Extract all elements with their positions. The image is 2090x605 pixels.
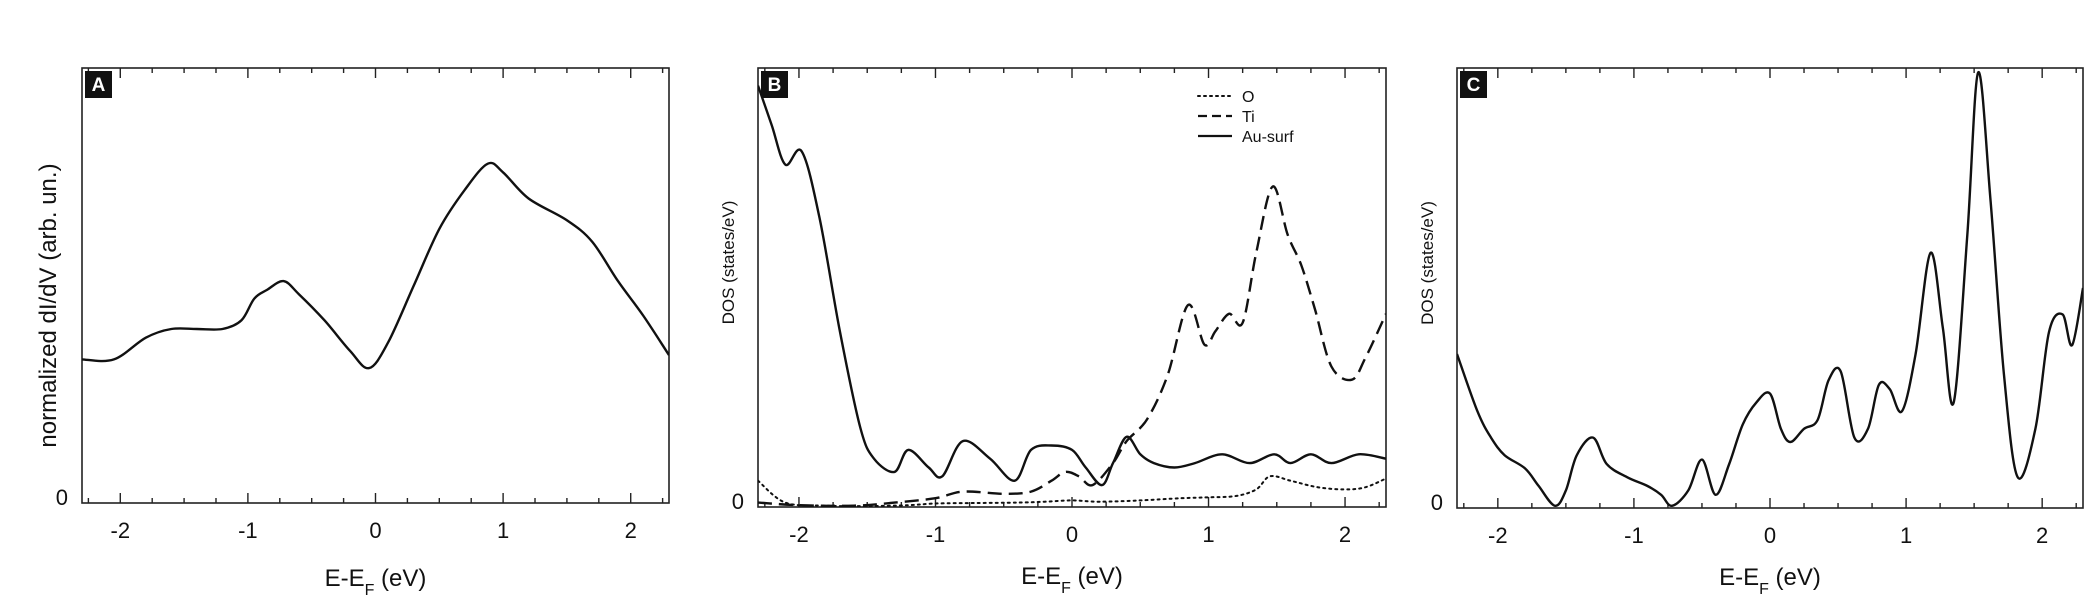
x-tick-label: 0 bbox=[1066, 522, 1078, 547]
x-axis-title-main: E-E bbox=[1719, 564, 1759, 591]
panel-label: B bbox=[768, 75, 782, 96]
x-axis-title-main: E-E bbox=[1021, 563, 1061, 590]
series-line-au-surf bbox=[758, 85, 1386, 487]
x-tick-label: -2 bbox=[1488, 523, 1508, 548]
x-tick-label: 1 bbox=[1900, 523, 1912, 548]
series-line-ti bbox=[758, 185, 1386, 507]
x-axis-title-subscript: F bbox=[1759, 581, 1769, 598]
plot-frame bbox=[81, 67, 670, 504]
y-axis-title: DOS (states/eV) bbox=[719, 201, 738, 325]
legend-label-au-surf: Au-surf bbox=[1242, 129, 1294, 146]
x-tick-label: 2 bbox=[1339, 522, 1351, 547]
y-tick-label: 0 bbox=[1431, 490, 1443, 515]
x-tick-label: 0 bbox=[1764, 523, 1776, 548]
x-tick-label: -1 bbox=[926, 522, 946, 547]
y-tick-label: 0 bbox=[732, 489, 744, 514]
x-tick-label: -1 bbox=[1624, 523, 1644, 548]
y-axis-title: normalized dI/dV (arb. un.) bbox=[35, 163, 62, 447]
x-axis-title-subscript: F bbox=[365, 582, 375, 599]
series-line bbox=[1457, 71, 2083, 507]
x-axis-title-unit: (eV) bbox=[1071, 563, 1123, 590]
legend: O Ti Au-surf bbox=[1197, 89, 1294, 146]
panel-label-box bbox=[761, 71, 788, 98]
series-group bbox=[1457, 71, 2083, 507]
series-line bbox=[82, 161, 669, 370]
x-tick-label: 2 bbox=[625, 518, 637, 543]
x-tick-label: -1 bbox=[238, 518, 258, 543]
x-tick-label: -2 bbox=[789, 522, 809, 547]
legend-label-ti: Ti bbox=[1242, 109, 1255, 126]
panel-label: A bbox=[92, 75, 106, 96]
legend-label-o: O bbox=[1242, 89, 1254, 106]
series-line-o bbox=[758, 474, 1386, 507]
x-tick-label: 1 bbox=[497, 518, 509, 543]
x-tick-label: -2 bbox=[111, 518, 131, 543]
x-axis-title: E-EF (eV) bbox=[1719, 564, 1821, 598]
x-axis-title-unit: (eV) bbox=[1769, 564, 1821, 591]
panel-label-box bbox=[1460, 71, 1487, 98]
x-axis-title: E-EF (eV) bbox=[1021, 563, 1123, 597]
panel-label-box bbox=[85, 71, 112, 98]
panel-label: C bbox=[1467, 75, 1481, 96]
x-axis-title-main: E-E bbox=[325, 565, 365, 592]
x-tick-label: 0 bbox=[369, 518, 381, 543]
x-axis-title: E-EF (eV) bbox=[325, 565, 427, 599]
x-axis-title-subscript: F bbox=[1061, 580, 1071, 597]
series-group bbox=[82, 161, 669, 370]
panel-b: -2 -1 0 1 20E-EF (eV)DOS (states/eV)BOTiAu-s… bbox=[719, 67, 1387, 597]
y-tick-label: 0 bbox=[56, 485, 68, 510]
x-axis-title-unit: (eV) bbox=[374, 565, 426, 592]
plot-frame bbox=[1456, 67, 2084, 509]
y-axis-title: DOS (states/eV) bbox=[1418, 201, 1437, 325]
x-tick-label: 1 bbox=[1202, 522, 1214, 547]
series-group bbox=[758, 85, 1386, 507]
panel-a: -2 -1 0 1 20E-EF (eV)normalized dI/dV (arb. … bbox=[35, 67, 670, 599]
x-tick-label: 2 bbox=[2036, 523, 2048, 548]
panel-c: -2 -1 0 1 20E-EF (eV)DOS (states/eV)C bbox=[1418, 67, 2084, 598]
